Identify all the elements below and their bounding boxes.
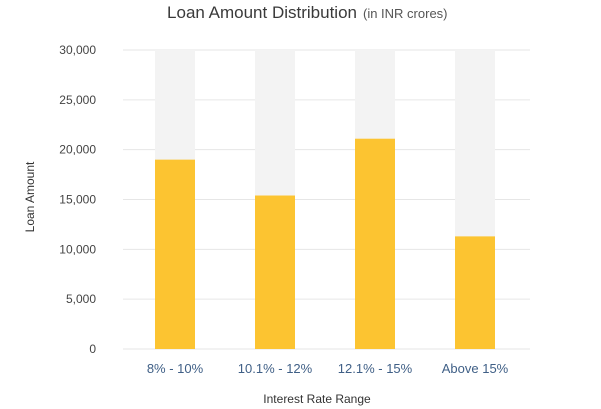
x-axis-title: Interest Rate Range (263, 392, 371, 406)
y-tick-label: 10,000 (59, 242, 96, 256)
chart-subtitle: (in INR crores) (363, 6, 448, 21)
bar[interactable] (255, 195, 295, 349)
bar[interactable] (455, 236, 495, 349)
bar[interactable] (155, 159, 195, 349)
x-tick-label: Above 15% (442, 361, 509, 376)
y-tick-label: 20,000 (59, 143, 96, 157)
y-tick-label: 25,000 (59, 93, 96, 107)
y-axis-ticks: 0 5,000 10,000 15,000 20,000 25,000 30,000 (59, 43, 96, 356)
bar[interactable] (355, 138, 395, 349)
x-axis-labels: 8% - 10% 10.1% - 12% 12.1% - 15% Above 15% (147, 361, 509, 376)
y-tick-label: 5,000 (66, 292, 96, 306)
x-tick-label: 8% - 10% (147, 361, 204, 376)
bars (155, 50, 495, 349)
x-tick-label: 10.1% - 12% (238, 361, 313, 376)
y-tick-label: 15,000 (59, 193, 96, 207)
chart-title: Loan Amount Distribution (167, 3, 357, 22)
y-tick-label: 30,000 (59, 43, 96, 57)
y-axis-title: Loan Amount (23, 161, 37, 232)
y-tick-label: 0 (89, 342, 96, 356)
x-tick-label: 12.1% - 15% (338, 361, 413, 376)
